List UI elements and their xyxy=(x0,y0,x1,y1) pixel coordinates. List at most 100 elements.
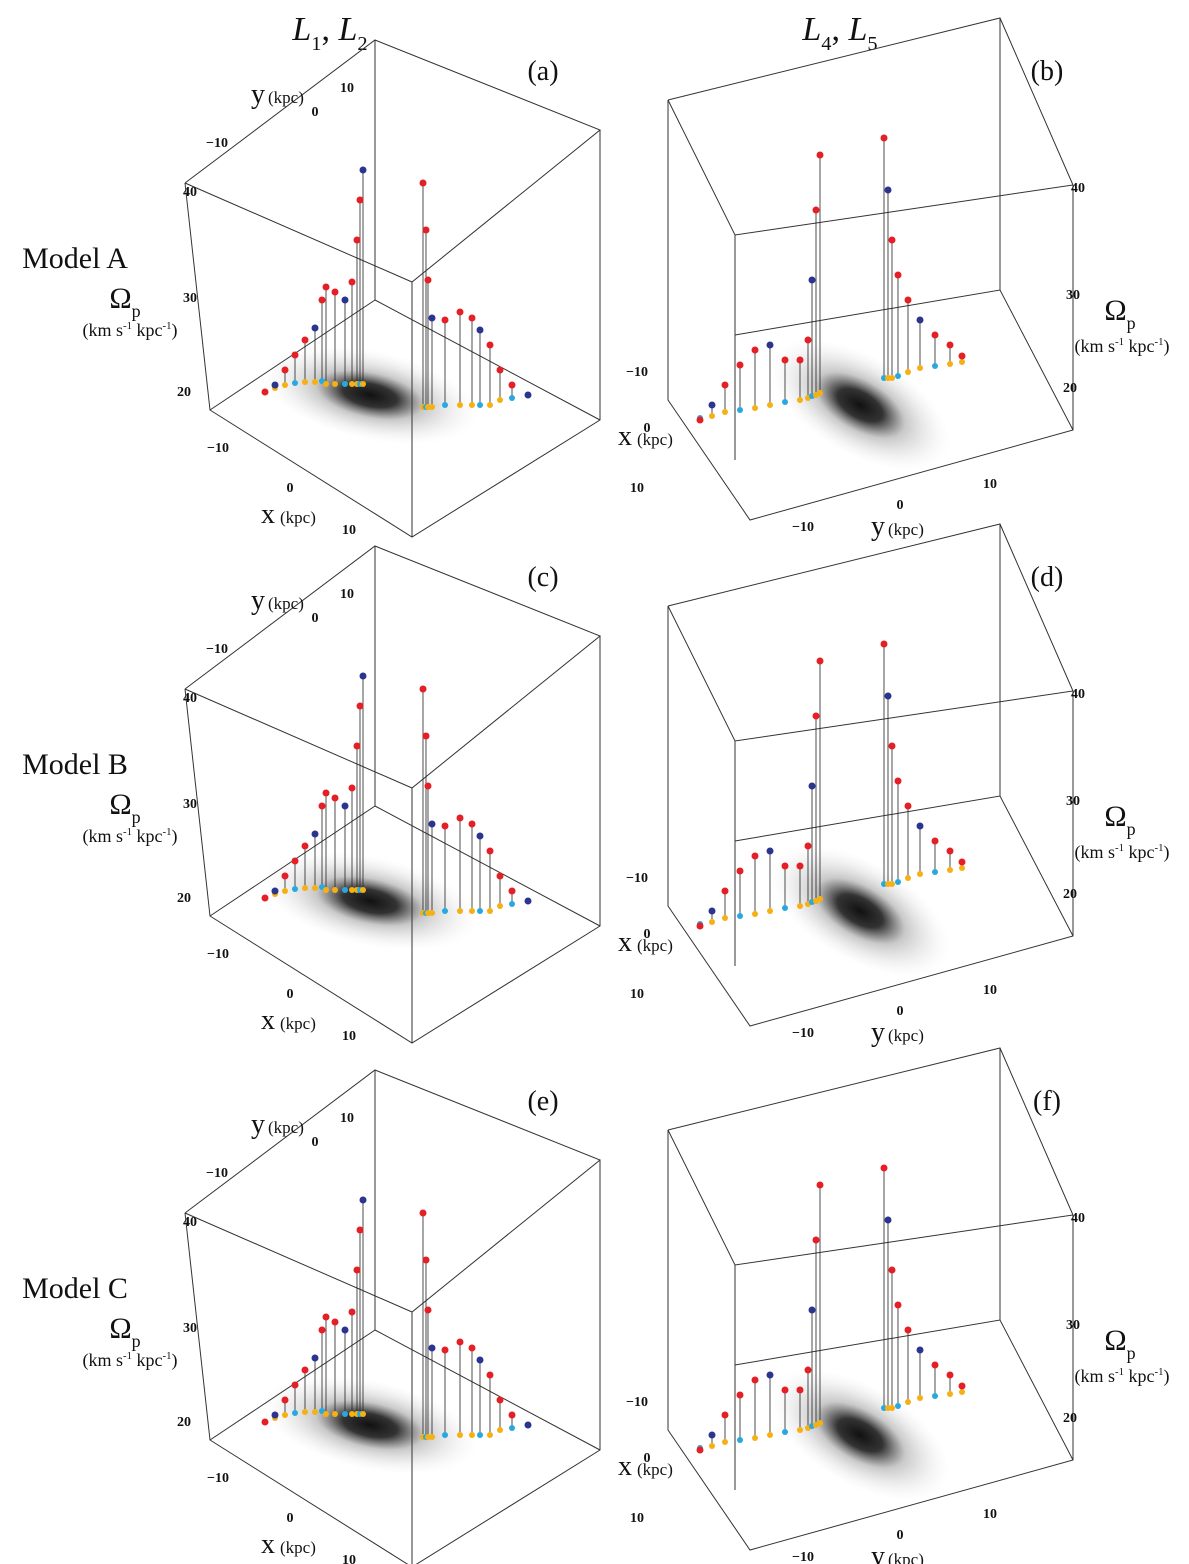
z-axis-symbol-part: p xyxy=(132,301,141,321)
base-dot xyxy=(895,1403,901,1409)
top-dot xyxy=(905,297,912,304)
z-axis-unit-part: -1 xyxy=(1115,1366,1124,1378)
z-tick-label: 30 xyxy=(183,1321,197,1336)
base-dot xyxy=(947,361,953,367)
x-tick-label: −10 xyxy=(626,871,648,886)
z-axis-symbol-part: Ω xyxy=(1104,800,1126,833)
top-dot xyxy=(425,1307,432,1314)
base-dot xyxy=(323,887,329,893)
z-tick-label: 40 xyxy=(1071,181,1085,196)
base-dot xyxy=(442,908,448,914)
top-dot xyxy=(959,353,966,360)
y-tick-label: 10 xyxy=(340,81,354,96)
galaxy xyxy=(748,818,971,1005)
top-dot xyxy=(354,237,361,244)
column-title-part: 5 xyxy=(867,33,877,55)
top-dot xyxy=(442,1347,449,1354)
galaxy xyxy=(748,1342,971,1529)
top-dot xyxy=(323,284,330,291)
z-axis-symbol-part: Ω xyxy=(109,1312,131,1345)
top-dot xyxy=(895,1302,902,1309)
base-dot xyxy=(782,399,788,405)
base-dot xyxy=(302,885,308,891)
top-dot xyxy=(292,858,299,865)
top-dot xyxy=(895,778,902,785)
z-axis-unit-part: kpc xyxy=(1124,1366,1155,1386)
x-axis-name: x xyxy=(618,1451,632,1482)
base-dot xyxy=(429,910,435,916)
top-dot xyxy=(342,297,349,304)
y-axis-unit: (kpc) xyxy=(268,594,304,613)
x-tick-label: −10 xyxy=(207,947,229,962)
base-dot xyxy=(889,1405,895,1411)
top-dot xyxy=(332,289,339,296)
top-dot xyxy=(889,237,896,244)
top-dot xyxy=(349,1309,356,1316)
x-tick-label: −10 xyxy=(207,441,229,456)
base-dot xyxy=(487,402,493,408)
base-dot xyxy=(767,1432,773,1438)
base-dot xyxy=(889,375,895,381)
z-axis-unit-part: -1 xyxy=(123,320,132,332)
base-dot xyxy=(767,402,773,408)
top-dot xyxy=(809,1307,816,1314)
panel-label: (a) xyxy=(527,56,558,87)
base-dot xyxy=(917,1395,923,1401)
top-dot xyxy=(342,1327,349,1334)
galaxy xyxy=(253,834,487,968)
z-axis-symbol-part: p xyxy=(132,1331,141,1351)
base-dot xyxy=(737,1437,743,1443)
top-dot xyxy=(497,367,504,374)
y-axis-unit: (kpc) xyxy=(268,88,304,107)
z-axis-unit: (km s-1 kpc-1) xyxy=(83,320,178,341)
base-dot xyxy=(905,875,911,881)
z-axis-unit-part: -1 xyxy=(123,1350,132,1362)
top-dot xyxy=(917,317,924,324)
top-dot xyxy=(357,703,364,710)
top-dot xyxy=(282,873,289,880)
y-tick-label: 0 xyxy=(312,611,319,626)
x-axis-name: x xyxy=(618,421,632,452)
panel-label: (d) xyxy=(1031,562,1064,593)
z-axis-unit-part: kpc xyxy=(1124,842,1155,862)
top-dot xyxy=(917,1347,924,1354)
top-dot xyxy=(889,743,896,750)
cube-edge xyxy=(668,1048,1073,1265)
base-dot xyxy=(442,402,448,408)
top-dot xyxy=(423,227,430,234)
top-dot xyxy=(817,658,824,665)
base-dot xyxy=(360,381,366,387)
z-axis-symbol: Ωp xyxy=(1104,1324,1135,1363)
x-tick-label: 0 xyxy=(287,481,294,496)
base-dot xyxy=(895,879,901,885)
top-dot xyxy=(354,743,361,750)
base-dot xyxy=(457,1432,463,1438)
base-dot xyxy=(817,390,823,396)
base-dot xyxy=(442,1432,448,1438)
z-axis-symbol-part: p xyxy=(1127,313,1136,333)
top-dot xyxy=(805,337,812,344)
top-dot xyxy=(420,1210,427,1217)
z-axis-unit: (km s-1 kpc-1) xyxy=(83,1350,178,1371)
base-dot xyxy=(509,395,515,401)
z-axis-unit-part: ) xyxy=(1164,1366,1170,1387)
top-dot xyxy=(767,1372,774,1379)
z-axis-unit-part: kpc xyxy=(132,1350,163,1370)
z-axis-unit-part: -1 xyxy=(1155,842,1164,854)
base-dot xyxy=(282,888,288,894)
top-dot xyxy=(272,888,279,895)
y-tick-label: 0 xyxy=(897,498,904,513)
z-axis-unit-part: ) xyxy=(1164,842,1170,863)
x-axis-unit: (kpc) xyxy=(280,508,316,527)
x-tick-label: 10 xyxy=(342,1553,356,1564)
top-dot xyxy=(429,1345,436,1352)
y-axis-name: y xyxy=(871,1541,885,1564)
z-tick-label: 30 xyxy=(1066,1318,1080,1333)
x-tick-label: 10 xyxy=(342,1029,356,1044)
z-tick-label: 20 xyxy=(177,891,191,906)
top-dot xyxy=(349,279,356,286)
z-axis-unit-part: ) xyxy=(172,320,178,341)
top-dot xyxy=(302,337,309,344)
z-axis-symbol: Ωp xyxy=(1104,800,1135,839)
x-axis-name: x xyxy=(261,1005,275,1036)
